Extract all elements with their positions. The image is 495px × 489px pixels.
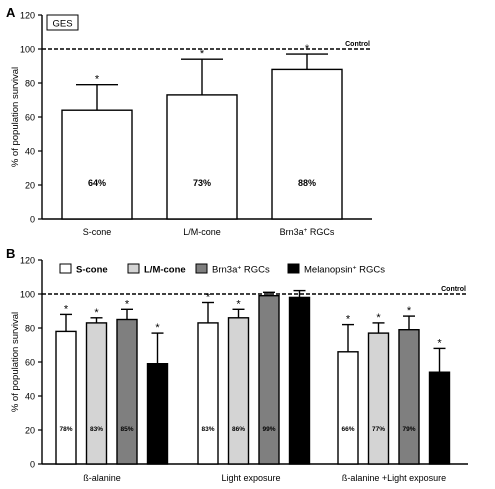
panel-b-significance-star: * (437, 337, 442, 349)
panel-b-bar (288, 296, 311, 465)
panel-b-bar (227, 317, 250, 465)
panel-b-significance-star: * (376, 312, 381, 324)
panel-a-significance-star: * (200, 48, 205, 60)
panel-a-significance-star: * (305, 43, 310, 55)
panel-a-bar-label: 88% (298, 178, 316, 188)
panel-a-category-label: S-cone (83, 227, 112, 237)
panel-b-bar-label: 54% (433, 426, 446, 433)
panel-b-bar-label: 83% (90, 426, 103, 433)
panel-a-y-tick-label: 0 (30, 215, 35, 225)
panel-a-category-label: Brn3a+ RGCs (280, 227, 335, 238)
panel-b-legend-swatch (127, 263, 140, 274)
panel-b-y-tick-label: 0 (30, 460, 35, 470)
panel-b-significance-star: * (407, 305, 412, 317)
panel-a-significance-star: * (95, 74, 100, 86)
panel-a-y-tick-label: 60 (25, 113, 35, 123)
panel-a-y-tick-label: 20 (25, 181, 35, 191)
panel-b-significance-star: * (206, 292, 211, 304)
panel-b-legend-swatch (195, 263, 208, 274)
panel-b-legend-label: Brn3a+ RGCs (212, 264, 270, 276)
panel-b-legend-swatch (59, 263, 72, 274)
panel-a-y-tick-label: 80 (25, 79, 35, 89)
panel-b-group-label: ß-alanine (83, 473, 121, 483)
panel-b-bar-label: 83% (201, 426, 214, 433)
panel-b-bar (85, 322, 108, 465)
panel-b-legend-swatch (287, 263, 300, 274)
panel-a-category-label: L/M-cone (183, 227, 221, 237)
panel-a-bar (271, 68, 343, 220)
panel-b-significance-star: * (125, 298, 130, 310)
panel-b-significance-star: * (236, 298, 241, 310)
panel-b-bar-label: 86% (232, 426, 245, 433)
panel-b-bar-label: 66% (341, 426, 354, 433)
panel-b-y-tick-label: 120 (20, 256, 35, 266)
panel-b-label: B (6, 246, 15, 261)
panel-b-bar-label: 85% (120, 426, 133, 433)
panel-b-y-tick-label: 100 (20, 290, 35, 300)
panel-b-group-label: Light exposure (221, 473, 280, 483)
panel-b-control-label: Control (441, 286, 466, 293)
panel-b-y-tick-label: 80 (25, 324, 35, 334)
panel-a-control-label: Control (345, 41, 370, 48)
panel-a-y-tick-label: 120 (20, 11, 35, 21)
panel-b-bar-label: 77% (372, 426, 385, 433)
panel-b-significance-star: * (94, 307, 99, 319)
panel-b-legend-label: S-cone (76, 265, 108, 276)
panel-b-bar-label: 78% (59, 426, 72, 433)
panel-b-bar (337, 351, 359, 465)
panel-b-significance-star: * (64, 303, 69, 315)
panel-b-bar (55, 330, 77, 465)
panel-a-bar (61, 109, 133, 220)
panel-b-bar (146, 363, 169, 465)
panel-b-legend-label: Melanopsin+ RGCs (304, 264, 385, 276)
panel-b-y-axis-label: % of population survival (10, 312, 21, 412)
panel-b-y-tick-label: 20 (25, 426, 35, 436)
panel-b-y-tick-label: 60 (25, 358, 35, 368)
panel-b-bar (428, 371, 451, 465)
panel-b-significance-star: * (155, 322, 160, 334)
panel-b-group-label: ß-alanine +Light exposure (342, 473, 446, 483)
panel-b-bar-label: 59% (151, 426, 164, 433)
panel-a-bar-label: 64% (88, 178, 106, 188)
panel-b-bar (398, 329, 420, 465)
panel-b-bar (367, 332, 390, 465)
panel-a-y-tick-label: 100 (20, 45, 35, 55)
panel-b-significance-star: * (346, 314, 351, 326)
panel-b-bar (116, 318, 138, 465)
panel-a-y-axis-label: % of population survival (10, 67, 21, 167)
panel-a-bar-label: 73% (193, 178, 211, 188)
panel-b-y-tick-label: 40 (25, 392, 35, 402)
panel-a-ges-box (46, 14, 79, 31)
panel-b-bar-label: 98% (293, 426, 306, 433)
panel-b-bar-label: 79% (402, 426, 415, 433)
panel-a-y-tick-label: 40 (25, 147, 35, 157)
panel-b-bar (258, 295, 280, 465)
panel-a-ges-label: GES (52, 19, 72, 30)
panel-a-bar (166, 94, 238, 220)
panel-b-bar-label: 99% (262, 426, 275, 433)
panel-b-bar (197, 322, 219, 465)
panel-a-label: A (6, 5, 16, 20)
panel-b-legend-label: L/M-cone (144, 265, 186, 276)
